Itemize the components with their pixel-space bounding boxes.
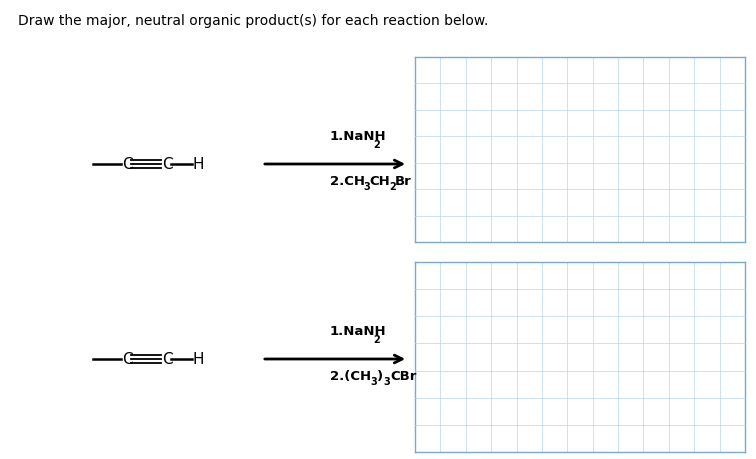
Text: C: C <box>162 157 172 172</box>
Text: 3: 3 <box>370 376 376 386</box>
Text: 3: 3 <box>383 376 390 386</box>
Text: 2: 2 <box>373 140 380 150</box>
Text: 1.NaNH: 1.NaNH <box>330 325 386 337</box>
Text: CBr: CBr <box>390 369 417 382</box>
Text: 1.NaNH: 1.NaNH <box>330 130 386 143</box>
Text: 3: 3 <box>363 182 370 191</box>
Text: 2: 2 <box>373 334 380 344</box>
Text: H: H <box>193 352 205 367</box>
Text: H: H <box>193 157 205 172</box>
Text: C: C <box>162 352 172 367</box>
Text: Draw the major, neutral organic product(s) for each reaction below.: Draw the major, neutral organic product(… <box>18 14 488 28</box>
Text: CH: CH <box>369 174 390 188</box>
Text: C: C <box>122 157 132 172</box>
Text: 2: 2 <box>389 182 395 191</box>
Text: 2.CH: 2.CH <box>330 174 365 188</box>
Text: 2.(CH: 2.(CH <box>330 369 371 382</box>
Bar <box>415 263 745 452</box>
Bar <box>415 58 745 242</box>
Text: C: C <box>122 352 132 367</box>
Text: Br: Br <box>395 174 412 188</box>
Text: ): ) <box>377 369 383 382</box>
